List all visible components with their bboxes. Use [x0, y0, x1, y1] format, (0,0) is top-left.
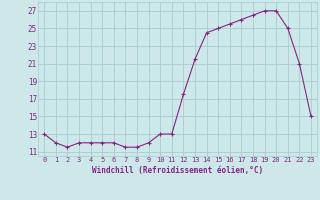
X-axis label: Windchill (Refroidissement éolien,°C): Windchill (Refroidissement éolien,°C): [92, 166, 263, 175]
